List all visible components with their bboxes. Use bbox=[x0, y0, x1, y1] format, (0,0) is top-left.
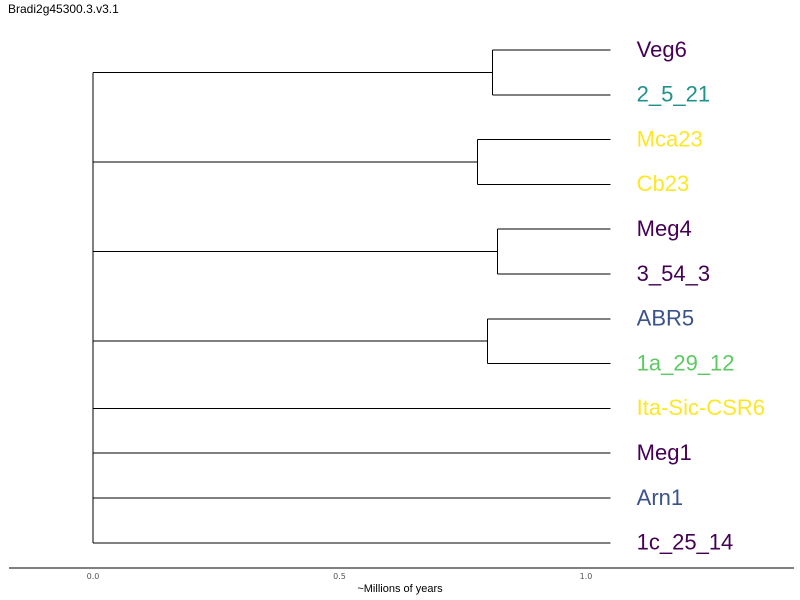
leaf-label-9: Meg1 bbox=[637, 440, 692, 465]
leaf-label-8: Ita-Sic-CSR6 bbox=[637, 395, 765, 420]
leaf-label-0: Veg6 bbox=[637, 37, 687, 62]
x-axis-ticks: 0.0 0.5 1.0 bbox=[87, 572, 593, 581]
x-axis-label: ~Millions of years bbox=[357, 583, 443, 595]
tree-title: Bradi2g45300.3.v3.1 bbox=[8, 2, 119, 16]
tree-branches bbox=[92, 49, 611, 544]
leaf-labels: Veg6 2_5_21 Mca23 Cb23 Meg4 3_54_3 ABR5 1a_29_1… bbox=[637, 37, 765, 555]
leaf-label-5: 3_54_3 bbox=[637, 261, 710, 286]
x-tick-label-1: 0.5 bbox=[333, 572, 346, 581]
x-tick-label-0: 0.0 bbox=[87, 572, 100, 581]
leaf-label-10: Arn1 bbox=[637, 485, 683, 510]
leaf-label-7: 1a_29_12 bbox=[637, 350, 735, 375]
leaf-label-11: 1c_25_14 bbox=[637, 530, 734, 555]
leaf-label-1: 2_5_21 bbox=[637, 82, 710, 107]
x-axis: 0.0 0.5 1.0 ~Millions of years bbox=[9, 567, 794, 595]
leaf-label-2: Mca23 bbox=[637, 126, 703, 151]
leaf-label-4: Meg4 bbox=[637, 216, 692, 241]
leaf-label-3: Cb23 bbox=[637, 171, 690, 196]
x-tick-label-2: 1.0 bbox=[580, 572, 593, 581]
leaf-label-6: ABR5 bbox=[637, 306, 694, 331]
